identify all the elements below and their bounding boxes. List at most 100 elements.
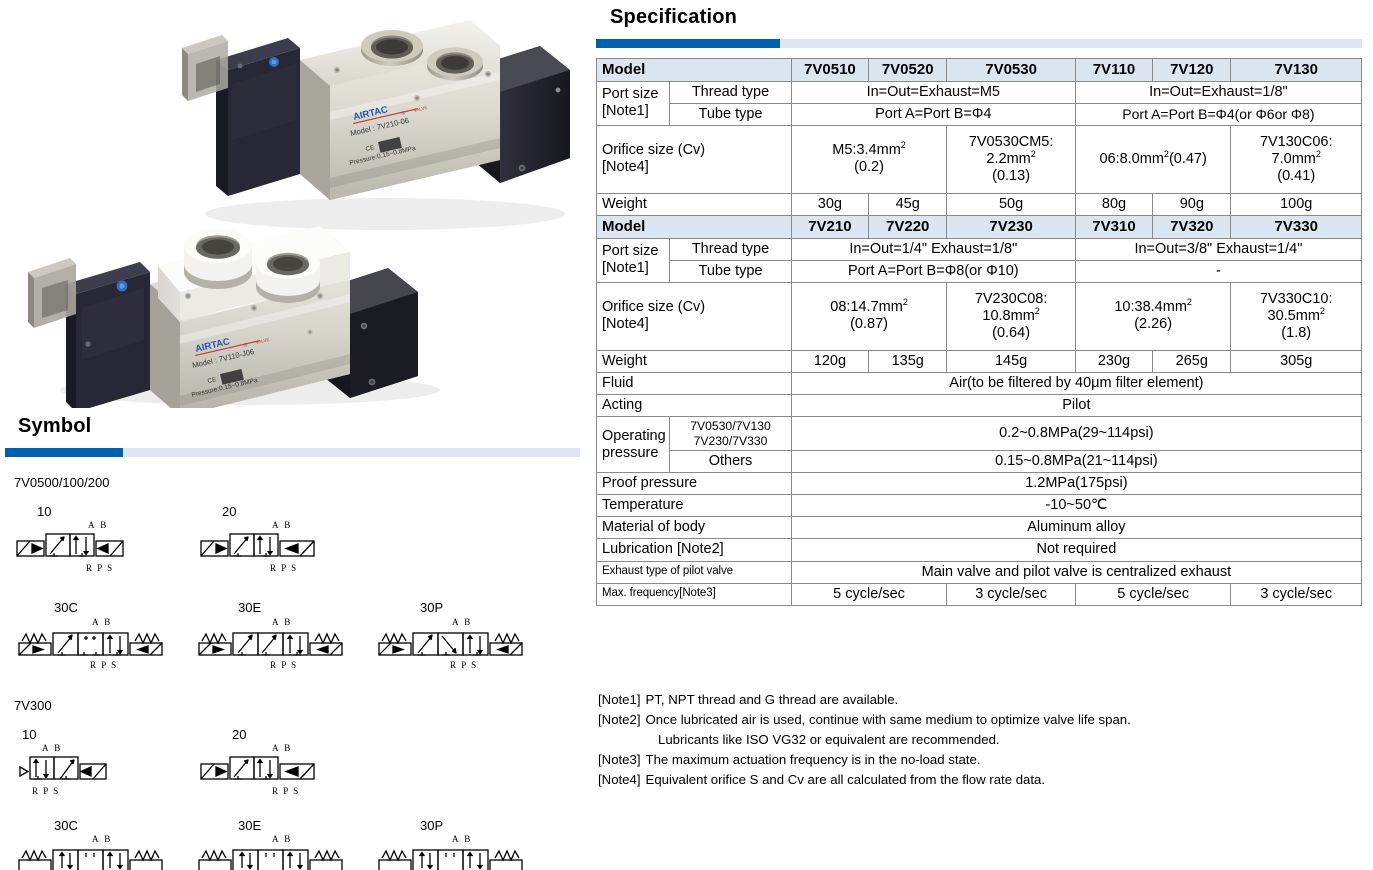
symbol-diagram-20b [200, 756, 315, 780]
symbol-name-10a: 10 [37, 504, 52, 519]
specification-table: Model 7V0510 7V0520 7V0530 7V110 7V120 7… [595, 58, 1363, 606]
weight-cell: 90g [1152, 192, 1232, 217]
table-row-operating-pressure-1: Operating pressure 7V0530/7V130 7V230/7V… [595, 416, 1363, 474]
port-size-label-line2: [Note1] [602, 103, 649, 120]
weight-cell: 145g [946, 349, 1076, 374]
table-row-weight-2: Weight 120g 135g 145g 230g 265g 305g [596, 349, 1362, 374]
max-frequency-cell: 5 cycle/sec [1074, 582, 1232, 606]
orifice-cv: (0.87) [850, 316, 888, 333]
lubrication-label: Lubrication [Note2] [596, 538, 792, 562]
symbol-diagram-10b [19, 756, 107, 780]
orifice-sup: 2 [900, 140, 906, 151]
symbol-diagram-20a [200, 533, 315, 557]
orifice-cv: (0.47) [1168, 150, 1207, 167]
thread-left-value: In=Out=Exhaust=M5 [790, 80, 1076, 104]
orifice-sup: 2 [902, 297, 908, 308]
thread-right-value: In=Out=Exhaust=1/8" [1074, 80, 1363, 104]
svg-text:VALVE: VALVE [413, 105, 428, 113]
symbol-diagram-30c-a [18, 632, 163, 656]
symbol-ports-top-30c-b: A B [92, 834, 113, 844]
exhaust-type-value: Main valve and pilot valve is centralize… [790, 560, 1363, 584]
note-tag: [Note1] [598, 692, 641, 707]
symbol-diagram-30p-a [378, 632, 523, 656]
operating-pressure-label-line1: Operating [602, 427, 666, 444]
symbol-ports-top-30e-a: A B [272, 617, 293, 627]
symbol-ports-bottom-20b: R P S [272, 786, 300, 796]
weight-cell: 265g [1152, 349, 1232, 374]
orifice-sup: 2 [1163, 149, 1169, 160]
exhaust-type-label: Exhaust type of pilot valve [596, 560, 792, 584]
port-threaded-2 [427, 47, 483, 81]
model-label-2: Model [596, 215, 792, 239]
orifice-value: 10.8mm [982, 307, 1035, 324]
orifice-cv: (0.41) [1277, 167, 1316, 184]
valve-photo-lower: AIRTAC ® VALVE Model : 7V110-J06 CE Pres… [28, 226, 440, 408]
port-threaded-1 [361, 30, 423, 66]
orifice-label-line1: Orifice size (Cv) [602, 142, 706, 159]
orifice-cell-1: M5:3.4mm2 (0.2) [790, 124, 948, 194]
weight-cell: 80g [1074, 192, 1154, 217]
specification-accent-bar [596, 39, 1362, 48]
table-row-acting: Acting Pilot [596, 394, 1363, 418]
orifice-value: 30.5mm [1267, 307, 1320, 324]
orifice-cv: (0.13) [992, 167, 1031, 184]
fitting-pushin-2 [256, 247, 320, 303]
symbol-section-title: Symbol [18, 415, 92, 437]
temperature-label: Temperature [596, 494, 792, 518]
table-row-proof-pressure: Proof pressure 1.2MPa(175psi) [596, 472, 1363, 496]
symbol-diagram-10a [16, 533, 124, 557]
symbol-name-30p-a: 30P [420, 600, 444, 615]
note-item: [Note1] PT, NPT thread and G thread are … [598, 690, 1366, 710]
orifice-cell-2: 7V0530CM5: 2.2mm2 (0.13) [946, 124, 1076, 194]
weight-label: Weight [596, 192, 792, 217]
specification-section-title: Specification [610, 6, 738, 28]
weight-cell: 305g [1230, 349, 1362, 374]
max-frequency-cell: 3 cycle/sec [1230, 582, 1362, 606]
operating-pressure-value-1: 0.2~0.8MPa(29~114psi) [790, 416, 1363, 452]
symbol-ports-bottom-30p-a: R P S [450, 660, 478, 670]
note-body: The maximum actuation frequency is in th… [645, 752, 981, 768]
accent-dark-segment [596, 39, 780, 48]
notes-list: [Note1] PT, NPT thread and G thread are … [598, 690, 1366, 790]
orifice-cell-3: 06:8.0mm2(0.47) [1074, 124, 1232, 194]
symbol-ports-bottom-30c-a: R P S [90, 660, 118, 670]
table-row-orifice-2: Orifice size (Cv) [Note4] 08:14.7mm2 (0.… [596, 281, 1362, 351]
orifice-value: 10:38.4mm [1114, 299, 1187, 316]
weight-label: Weight [596, 349, 792, 374]
material-value: Aluminum alloy [790, 516, 1363, 540]
weight-cell: 100g [1230, 192, 1362, 217]
symbol-accent-bar [5, 448, 580, 457]
accent-light-segment [780, 39, 1362, 48]
note-body: Once lubricated air is used, continue wi… [645, 712, 1131, 728]
table-row-max-frequency: Max. frequency[Note3] 5 cycle/sec 3 cycl… [596, 582, 1362, 606]
accent-light-segment [123, 448, 580, 457]
symbol-diagram-30e-a [198, 632, 343, 656]
operating-pressure-label-line2: pressure [602, 444, 659, 461]
symbol-group-label-2: 7V300 [14, 698, 52, 713]
orifice-label: Orifice size (Cv) [Note4] [596, 281, 792, 351]
datasheet-page: AIRTAC ® VALVE Model : 7V210-06 CE Press… [5, 6, 1366, 870]
orifice-cell-2: 7V230C08: 10.8mm2 (0.64) [946, 281, 1076, 351]
operating-pressure-value-2: 0.15~0.8MPa(21~114psi) [790, 450, 1363, 474]
symbol-name-20b: 20 [232, 727, 247, 742]
symbol-name-10b: 10 [22, 727, 37, 742]
port-size-label-line1: Port size [602, 243, 659, 260]
symbol-diagram-30p-b [378, 849, 523, 870]
note-item: [Note2] Once lubricated air is used, con… [598, 710, 1366, 730]
thread-type-label: Thread type [669, 80, 792, 104]
sub1-line1: 7V0530/7V130 [690, 419, 771, 434]
orifice-sup: 2 [1030, 149, 1036, 160]
orifice-model: 7V330C10: [1259, 290, 1333, 307]
note-tag: [Note4] [598, 772, 641, 788]
tube-type-label: Tube type [669, 259, 792, 283]
tube-type-label: Tube type [669, 102, 792, 126]
fluid-label: Fluid [596, 372, 792, 396]
table-row-model-1: Model 7V0510 7V0520 7V0530 7V110 7V120 7… [596, 58, 1362, 82]
temperature-value: -10~50℃ [790, 494, 1363, 518]
orifice-model: 7V230C08: [974, 290, 1048, 307]
model-cell: 7V230 [946, 215, 1076, 239]
model-cell: 7V210 [790, 215, 870, 239]
weight-cell: 120g [790, 349, 870, 374]
symbol-diagram-30c-b [18, 849, 163, 870]
symbol-name-30p-b: 30P [420, 818, 444, 833]
